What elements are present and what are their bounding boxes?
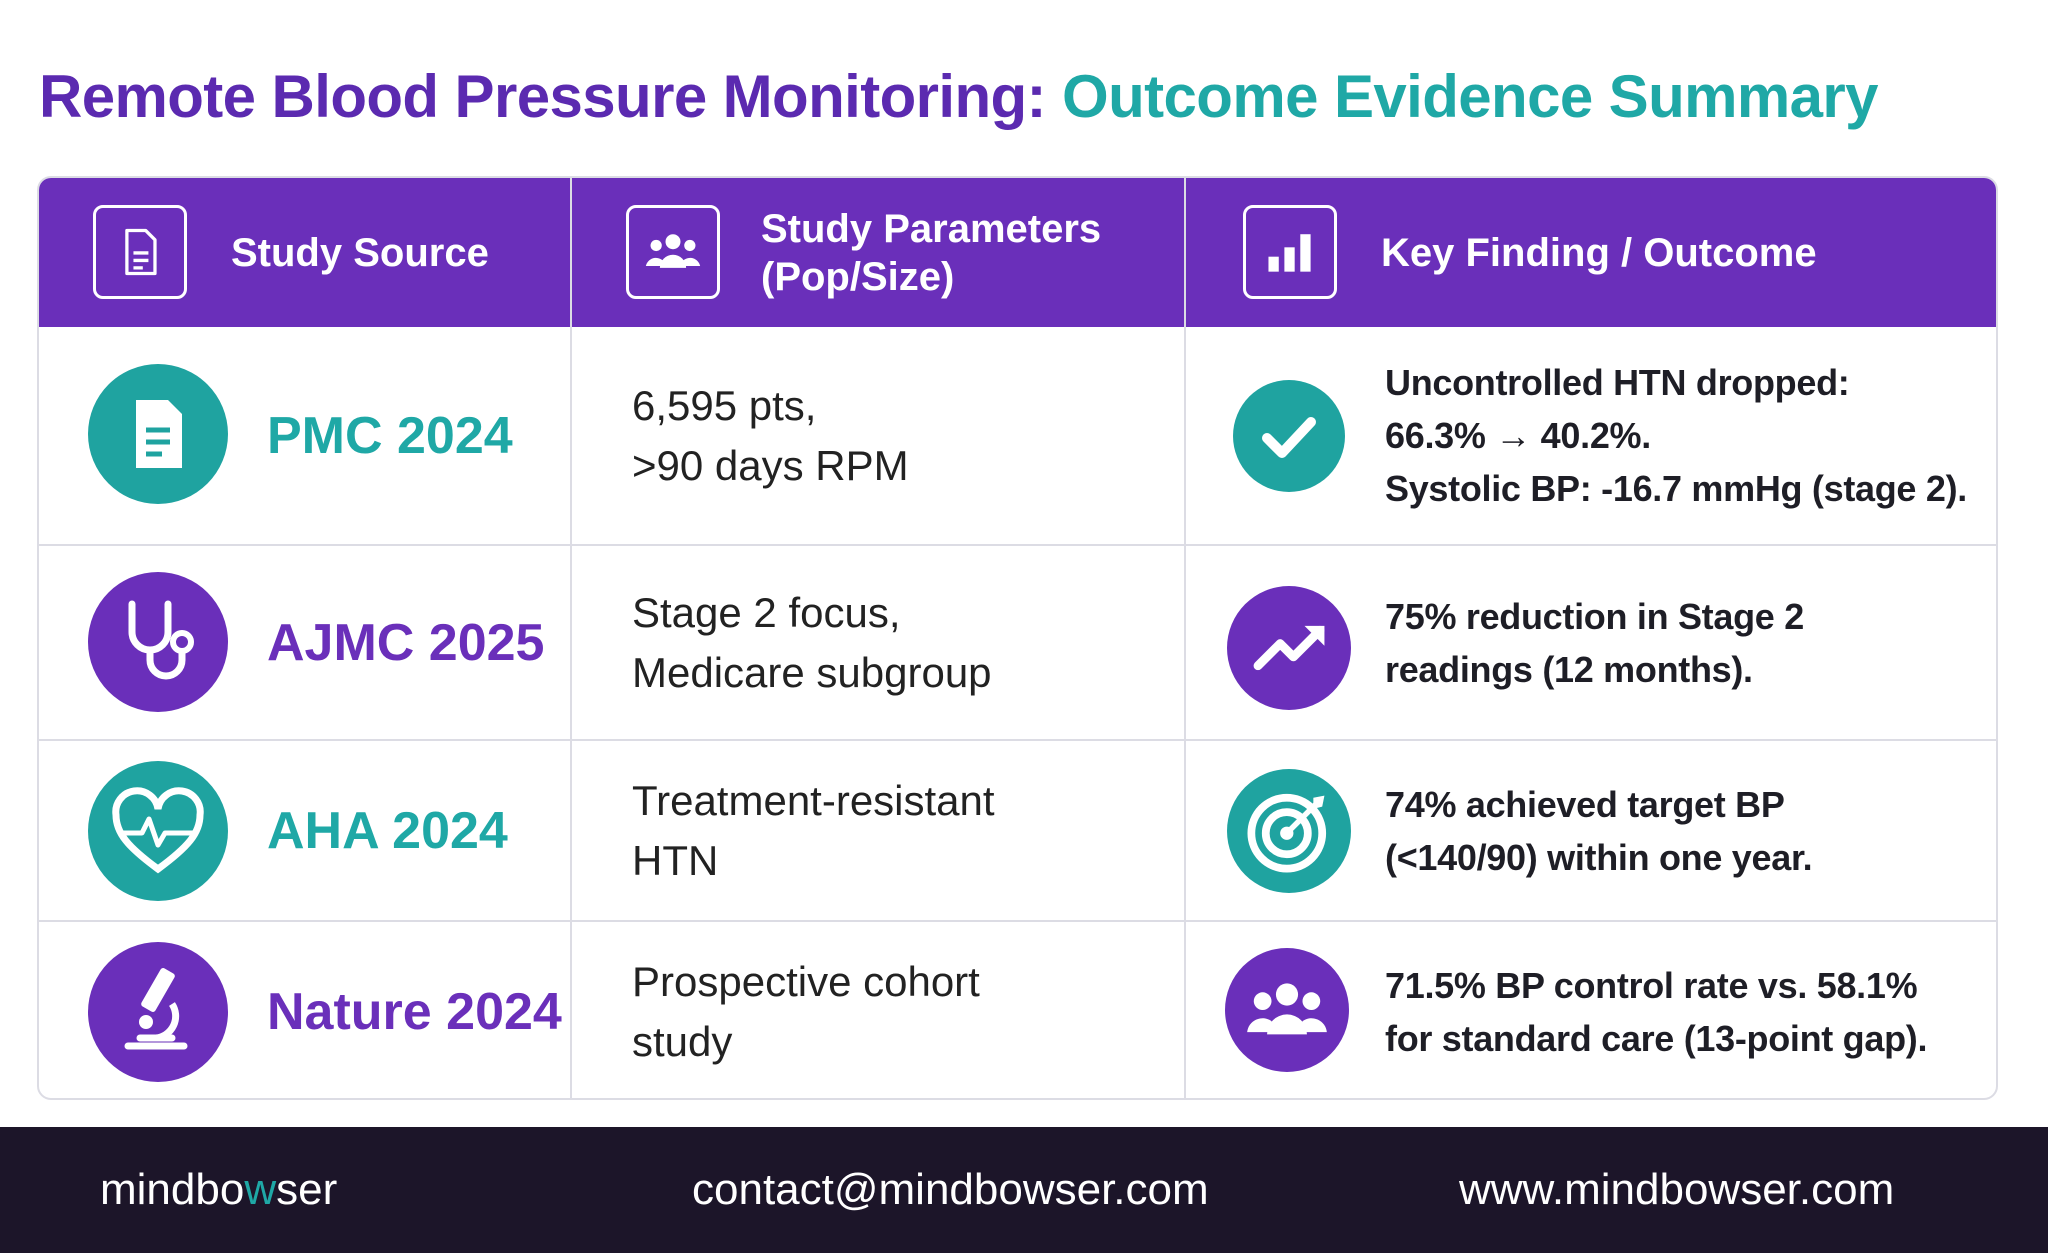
- table-row: Nature 2024 Prospective cohort study 71.5…: [39, 922, 1996, 1098]
- finding-icon: [1225, 948, 1349, 1072]
- header-cell: Study Parameters (Pop/Size): [571, 178, 1185, 327]
- header-text: Key Finding / Outcome: [1381, 230, 1817, 275]
- text-line: Stage 2 focus,: [632, 588, 901, 636]
- text-line: study: [632, 1018, 733, 1065]
- brand-part: ser: [276, 1165, 338, 1214]
- header-icon: [626, 205, 720, 299]
- finding-icon: [1233, 380, 1345, 492]
- brand-part: w: [244, 1165, 277, 1214]
- header-cell: Key Finding / Outcome: [1185, 178, 1996, 327]
- text-line: readings (12 months).: [1385, 648, 1753, 690]
- brand-part: mindbo: [100, 1165, 245, 1214]
- row-icon: [88, 572, 228, 712]
- text-line: Systolic BP: -16.7 mmHg (stage 2).: [1385, 468, 1967, 509]
- column-divider: [570, 178, 572, 1098]
- row-divider: [39, 739, 1996, 741]
- brand: mindbowser: [100, 1165, 337, 1215]
- key-finding: 74% achieved target BP (<140/90) within o…: [1385, 741, 1996, 920]
- text-line: 66.3% → 40.2%.: [1385, 415, 1651, 456]
- text-line: Uncontrolled HTN dropped:: [1385, 362, 1850, 403]
- table: Study Source Study Parameters (Pop/Size) …: [37, 176, 1998, 1100]
- study-source: AJMC 2025: [267, 613, 545, 672]
- text-line: Treatment-resistant: [632, 776, 995, 824]
- text-line: for standard care (13-point gap).: [1385, 1018, 1928, 1059]
- row-icon: [88, 364, 228, 504]
- text-line: 6,595 pts,: [632, 381, 817, 429]
- header-icon: [93, 205, 187, 299]
- table-row: AHA 2024 Treatment-resistant HTN 74% achi…: [39, 741, 1996, 920]
- text-line: Prospective cohort: [632, 958, 980, 1005]
- text-line: 75% reduction in Stage 2: [1385, 595, 1804, 637]
- text-line: 71.5% BP control rate vs. 58.1%: [1385, 965, 1918, 1006]
- header-text: Study Parameters (Pop/Size): [761, 178, 1101, 327]
- study-params: Stage 2 focus, Medicare subgroup: [632, 546, 1192, 739]
- row-divider: [39, 544, 1996, 546]
- text-line: >90 days RPM: [632, 441, 909, 489]
- finding-icon: [1227, 586, 1351, 710]
- table-row: AJMC 2025 Stage 2 focus, Medicare subgrou…: [39, 546, 1996, 739]
- title-part: Outcome Evidence Summary: [1062, 63, 1879, 130]
- row-icon: [88, 761, 228, 901]
- study-params: 6,595 pts, >90 days RPM: [632, 327, 1192, 544]
- website: www.mindbowser.com: [1459, 1165, 1895, 1214]
- key-finding: 71.5% BP control rate vs. 58.1% for stand…: [1385, 922, 1996, 1098]
- header-icon: [1243, 205, 1337, 299]
- study-source: Nature 2024: [267, 983, 562, 1041]
- title-part: Remote Blood Pressure Monitoring:: [39, 63, 1047, 130]
- key-finding: 75% reduction in Stage 2 readings (12 mon…: [1385, 546, 1996, 739]
- study-source: AHA 2024: [267, 801, 508, 860]
- study-params: Prospective cohort study: [632, 922, 1192, 1098]
- text-line: Medicare subgroup: [632, 648, 992, 696]
- header-line: (Pop/Size): [761, 254, 955, 299]
- row-icon: [88, 942, 228, 1082]
- finding-icon: [1227, 769, 1351, 893]
- title: Remote Blood Pressure Monitoring: Outcom…: [39, 62, 2009, 131]
- column-divider: [1184, 178, 1186, 1098]
- text-line: HTN: [632, 836, 719, 884]
- table-row: PMC 2024 6,595 pts, >90 days RPM Uncontro…: [39, 327, 1996, 544]
- study-params: Treatment-resistant HTN: [632, 741, 1192, 920]
- text-line: (<140/90) within one year.: [1385, 836, 1813, 878]
- header-cell: Study Source: [39, 178, 571, 327]
- study-source: PMC 2024: [267, 406, 513, 465]
- email: contact@mindbowser.com: [692, 1165, 1209, 1214]
- row-divider: [39, 920, 1996, 922]
- header-line: Study Parameters: [761, 206, 1102, 251]
- header-text: Study Source: [231, 230, 489, 275]
- text-line: 74% achieved target BP: [1385, 783, 1785, 825]
- key-finding: Uncontrolled HTN dropped: 66.3% → 40.2%. S…: [1385, 327, 1996, 544]
- footer: mindbowser contact@mindbowser.com www.mi…: [0, 1127, 2048, 1253]
